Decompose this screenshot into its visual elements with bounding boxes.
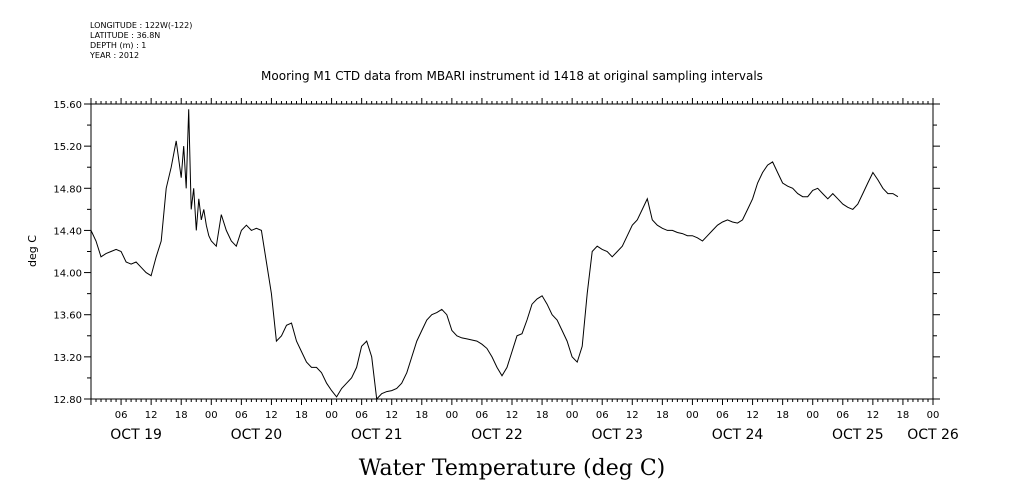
x-hour-label: 12	[385, 410, 398, 421]
x-day-label: OCT 19	[110, 427, 162, 443]
x-hour-label: 06	[836, 410, 849, 421]
metadata-block: LONGITUDE : 122W(-122) LATITUDE : 36.8N …	[90, 21, 192, 61]
x-axis-label: Water Temperature (deg C)	[359, 456, 666, 481]
chart-title: Mooring M1 CTD data from MBARI instrumen…	[261, 69, 763, 83]
x-hour-label: 06	[596, 410, 609, 421]
x-day-label: OCT 24	[712, 427, 764, 443]
y-tick-label: 14.00	[53, 269, 82, 280]
y-axis-label: deg C	[26, 235, 39, 267]
x-hour-label: 12	[506, 410, 519, 421]
x-hour-label: 06	[115, 410, 128, 421]
series-layer	[90, 109, 899, 401]
x-hour-label: 18	[656, 410, 669, 421]
y-tick-label: 15.60	[53, 100, 82, 111]
x-hour-label: 06	[355, 410, 368, 421]
y-tick-label: 14.80	[53, 184, 82, 195]
x-day-label: OCT 20	[231, 427, 283, 443]
y-tick-label: 12.80	[53, 395, 82, 406]
x-hour-label: 06	[235, 410, 248, 421]
plot-frame	[90, 103, 934, 400]
x-hour-label: 06	[716, 410, 729, 421]
x-day-label: OCT 25	[832, 427, 884, 443]
x-day-label: OCT 22	[471, 427, 523, 443]
year-line: YEAR : 2012	[90, 51, 140, 60]
y-tick-label: 15.20	[53, 142, 82, 153]
x-hour-label: 00	[325, 410, 338, 421]
x-hour-label: 18	[415, 410, 428, 421]
x-hour-label: 18	[536, 410, 549, 421]
x-hour-label: 12	[265, 410, 278, 421]
x-hour-label: 12	[145, 410, 158, 421]
x-hour-label: 00	[927, 410, 940, 421]
x-hour-label: 00	[445, 410, 458, 421]
axes: 12.80 13.20 13.60 14.00 14.40 14.80 15.20 15.60…	[53, 98, 959, 443]
y-tick-label: 14.40	[53, 226, 82, 237]
x-hour-label: 00	[205, 410, 218, 421]
x-hour-label: 18	[776, 410, 789, 421]
x-day-label: OCT 26	[907, 427, 959, 443]
y-tick-label: 13.20	[53, 353, 82, 364]
x-hour-label: 00	[566, 410, 579, 421]
x-hour-label: 12	[626, 410, 639, 421]
x-hour-label: 06	[476, 410, 489, 421]
x-hour-label: 00	[806, 410, 819, 421]
x-hour-label: 12	[866, 410, 879, 421]
longitude-line: LONGITUDE : 122W(-122)	[90, 21, 193, 30]
x-hour-label: 18	[897, 410, 910, 421]
latitude-line: LATITUDE : 36.8N	[90, 31, 161, 40]
x-hour-label: 18	[295, 410, 308, 421]
x-hour-label: 18	[175, 410, 188, 421]
series-line	[90, 109, 899, 401]
x-hour-label: 12	[746, 410, 759, 421]
y-tick-label: 13.60	[53, 311, 82, 322]
x-hour-label: 00	[686, 410, 699, 421]
x-day-label: OCT 21	[351, 427, 403, 443]
x-day-label: OCT 23	[591, 427, 643, 443]
depth-line: DEPTH (m) : 1	[90, 41, 147, 50]
